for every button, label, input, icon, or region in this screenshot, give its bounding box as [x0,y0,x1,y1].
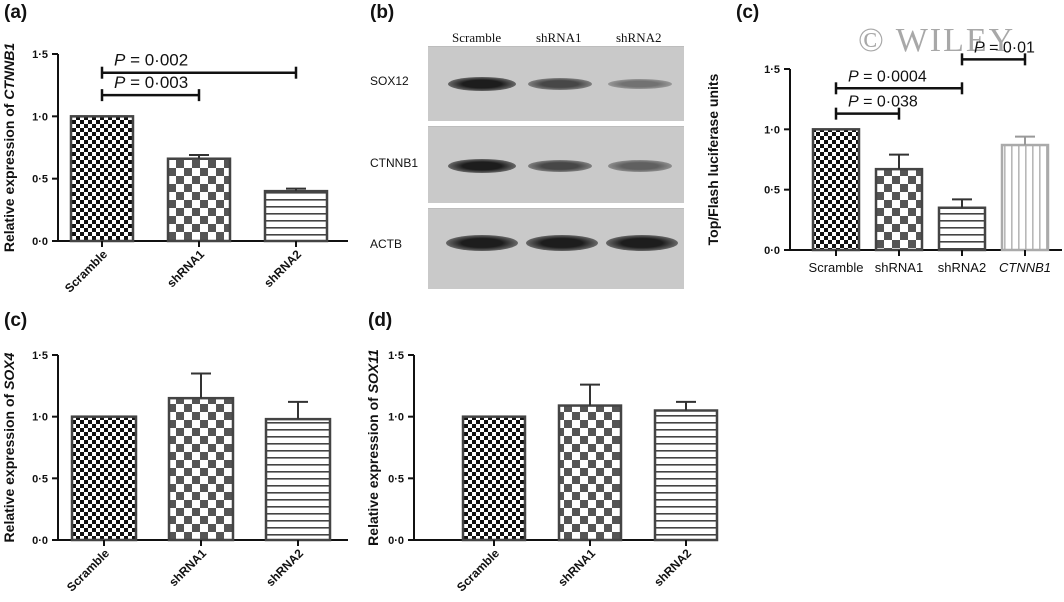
panel-label-b: (b) [370,2,395,23]
p-value-label: P = 0·01 [974,39,1035,56]
p-value-label: P = 0·0004 [848,68,927,85]
plot-area: 0·0 0·5 1·0 1·5 Relative expression of CTNNB… [1,43,348,295]
bar [937,206,987,252]
x-tick-label: shRNA2 [261,247,304,290]
blot-strip-ctnnb1 [428,126,684,203]
y-tick-label: 0·0 [388,535,404,547]
y-axis-label: Top/Flash luciferase units [705,73,721,245]
band [528,160,592,172]
plot-area: 0·0 0·5 1·0 1·5 Top/Flash luciferase units Sc… [705,39,1062,275]
x-tick-label: Scramble [454,546,502,594]
x-tick-label: shRNA1 [875,260,923,275]
x-tick-label: shRNA1 [555,546,598,589]
band [528,78,592,90]
p-value-label: P = 0·003 [114,73,188,92]
x-tick-label: CTNNB1 [999,260,1051,275]
y-tick-label: 1·5 [32,49,48,61]
bar [653,409,719,542]
band [608,79,672,89]
chart-c-sox4: 0·0 0·5 1·0 1·5 Relative expression of SOX4 S… [1,350,348,594]
p-value-label: P = 0·038 [848,94,918,111]
p-value-label: P = 0·002 [114,51,188,70]
x-tick-label: Scramble [64,546,112,594]
x-tick-label: shRNA1 [166,546,209,589]
blot-strip-actb [428,208,684,289]
panel-label-c-bottom: (c) [4,310,28,331]
bar [811,128,861,252]
western-blot [428,46,684,289]
bar [166,157,232,243]
band [448,159,516,173]
x-tick-label: shRNA2 [651,546,694,589]
y-tick-label: 1·5 [764,64,780,76]
band [446,235,518,251]
bar [264,417,332,542]
y-tick-label: 0·0 [32,535,48,547]
plot-area: 0·0 0·5 1·0 1·5 Relative expression of SOX4 S… [1,350,348,594]
bar [69,115,135,243]
bar [167,396,235,542]
bar [1000,143,1050,252]
band [448,77,516,91]
y-tick-label: 0·5 [32,174,48,186]
plot-area: 0·0 0·5 1·0 1·5 Relative expression of SOX11… [365,349,719,594]
bar [461,415,527,542]
panel-label-a: (a) [4,2,28,23]
y-tick-label: 1·0 [32,111,48,123]
y-tick-label: 1·5 [32,350,48,362]
blot-lane-shrna2: shRNA2 [616,30,662,45]
y-tick-label: 1·0 [388,412,404,424]
band [608,160,672,172]
bar [557,404,623,542]
x-tick-label: shRNA2 [263,546,306,589]
bar [874,167,924,252]
x-tick-label: shRNA2 [938,260,986,275]
blot-lane-shrna1: shRNA1 [536,30,582,45]
band [526,235,598,251]
panel-label-d: (d) [368,310,393,331]
chart-a: 0·0 0·5 1·0 1·5 Relative expression of CTNNB… [1,43,348,295]
blot-row-sox12: SOX12 [370,74,409,88]
x-tick-label: shRNA1 [164,247,207,290]
y-tick-label: 0·0 [32,236,48,248]
bar [263,189,329,243]
y-tick-label: 1·5 [388,350,404,362]
blot-lane-scramble: Scramble [452,30,502,45]
y-tick-label: 0·5 [764,185,780,197]
band [606,235,678,251]
x-tick-label: Scramble [62,247,110,295]
chart-c-luciferase: 0·0 0·5 1·0 1·5 Top/Flash luciferase units Sc… [705,39,1062,275]
watermark: © WILEY [858,22,1016,59]
bar [70,415,138,542]
blot-row-actb: ACTB [370,237,403,251]
y-tick-label: 0·0 [764,245,780,257]
chart-d-sox11: 0·0 0·5 1·0 1·5 Relative expression of SOX11… [365,349,719,594]
blot-row-ctnnb1: CTNNB1 [370,156,419,170]
x-tick-label: Scramble [809,260,864,275]
y-axis-label: Relative expression of CTNNB1 [1,43,17,253]
y-tick-label: 1·0 [764,124,780,136]
y-tick-label: 1·0 [32,412,48,424]
y-axis-label: Relative expression of SOX11 [365,349,381,546]
y-tick-label: 0·5 [388,473,404,485]
blot-strip-sox12 [428,46,684,121]
panel-label-c-top: (c) [736,2,760,23]
y-axis-label: Relative expression of SOX4 [1,352,17,542]
y-tick-label: 0·5 [32,473,48,485]
